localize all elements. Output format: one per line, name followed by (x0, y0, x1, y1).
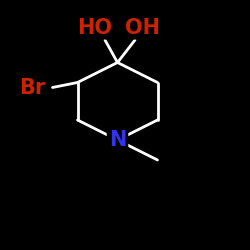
Text: Br: Br (20, 78, 46, 98)
Text: N: N (109, 130, 126, 150)
Text: OH: OH (125, 18, 160, 38)
Text: HO: HO (78, 18, 112, 38)
